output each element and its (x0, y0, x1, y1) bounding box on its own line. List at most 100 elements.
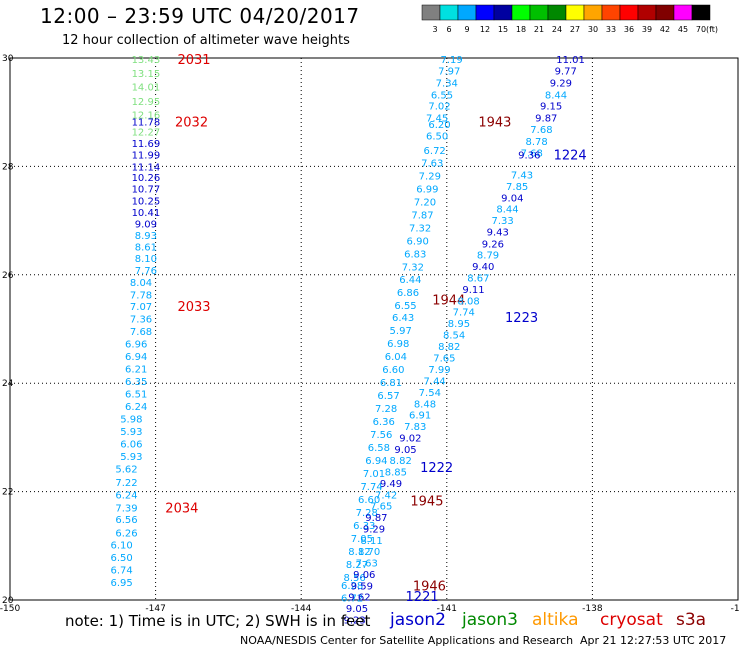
legend-jason2: jason2 (390, 610, 446, 630)
wave-height-value: 9.04 (501, 193, 523, 204)
wave-height-value: 10.26 (132, 173, 161, 184)
wave-height-value: 9.49 (380, 479, 402, 490)
wave-height-value: 9.06 (353, 570, 375, 581)
wave-height-value: 7.87 (411, 211, 433, 222)
pass-time-label: 1943 (478, 115, 511, 130)
wave-height-value: 6.28 (341, 581, 363, 592)
wave-height-value: 7.32 (402, 263, 424, 274)
wave-height-value: 10.41 (132, 208, 161, 219)
wave-height-value: 6.96 (125, 340, 147, 351)
x-tick-label: -13 (731, 604, 740, 614)
wave-height-value: 7.83 (404, 422, 426, 433)
wave-height-value: 7.33 (491, 216, 513, 227)
wave-height-value: 5.62 (115, 464, 137, 475)
legend-cryosat: cryosat (600, 610, 663, 630)
colorbar-label: 12 (480, 25, 490, 34)
wave-height-value: 7.28 (356, 508, 378, 519)
wave-height-value: 6.95 (110, 578, 132, 589)
wave-height-value: 11.01 (556, 55, 585, 66)
legend-altika: altika (532, 610, 579, 630)
y-tick-label: 20 (2, 596, 14, 606)
wave-height-value: 8.56 (343, 573, 365, 584)
wave-height-value: 13.43 (132, 55, 161, 66)
wave-height-value: 9.43 (487, 227, 509, 238)
colorbar-swatch (565, 4, 585, 21)
wave-height-value: 6.94 (365, 456, 387, 467)
y-tick-label: 28 (2, 162, 14, 172)
wave-height-value: 9.26 (482, 239, 504, 250)
colorbar-swatch (547, 4, 567, 21)
wave-height-value: 8.79 (477, 251, 499, 262)
wave-height-value: 7.45 (426, 114, 448, 125)
wave-height-value: 6.10 (110, 541, 132, 552)
colorbar-swatch (457, 4, 477, 21)
pass-time-label: 1945 (410, 494, 443, 509)
wave-height-value: 6.06 (120, 439, 142, 450)
wave-height-value: 8.70 (358, 547, 380, 558)
wave-height-value: 11.69 (132, 139, 161, 150)
wave-height-value: 8.10 (135, 254, 157, 265)
wave-height-value: 9.29 (363, 524, 385, 535)
wave-height-value: 5.93 (120, 452, 142, 463)
colorbar-label: 33 (606, 25, 616, 34)
wave-height-value: 8.93 (135, 231, 157, 242)
wave-height-value: 11.78 (132, 117, 161, 128)
wave-height-value: 7.68 (521, 148, 543, 159)
wave-height-value: 10.77 (132, 185, 161, 196)
pass-time-label: 1223 (505, 311, 538, 326)
wave-height-value: 8.11 (360, 536, 382, 547)
wave-height-value: 7.63 (356, 559, 378, 570)
colorbar-label: 39 (642, 25, 652, 34)
wave-height-value: 7.19 (441, 55, 463, 66)
wave-height-value: 6.51 (125, 389, 147, 400)
wave-height-value: 8.48 (414, 399, 436, 410)
wave-height-value: 12.16 (132, 110, 161, 121)
wave-height-value: 10.25 (132, 197, 161, 208)
wave-height-value: 9.87 (535, 114, 557, 125)
timestamp: Apr 21 12:27:53 UTC 2017 (580, 634, 727, 647)
wave-height-value: 7.20 (414, 198, 436, 209)
wave-height-value: 7.44 (424, 376, 446, 387)
wave-height-value: 8.82 (438, 342, 460, 353)
colorbar-label: 18 (516, 25, 526, 34)
colorbar-swatch (691, 4, 711, 21)
x-tick-label: -138 (582, 604, 603, 614)
wave-height-value: 6.60 (358, 495, 380, 506)
pass-time-label: 1946 (413, 579, 446, 594)
wave-height-value: 6.36 (373, 417, 395, 428)
colorbar-swatch (439, 4, 459, 21)
colorbar-label: 70 (696, 25, 706, 34)
wave-height-value: 6.81 (380, 378, 402, 389)
wave-height-value: 9.77 (555, 66, 577, 77)
wave-height-value: 8.85 (385, 468, 407, 479)
pass-time-label: 2031 (177, 53, 210, 68)
wave-height-value: 7.65 (370, 502, 392, 513)
x-tick-label: -141 (437, 604, 457, 614)
wave-height-value: 7.01 (363, 469, 385, 480)
colorbar-swatch (511, 4, 531, 21)
wave-height-value: 6.86 (397, 288, 419, 299)
wave-height-value: 6.94 (125, 352, 147, 363)
note: note: 1) Time is in UTC; 2) SWH is in fe… (65, 612, 371, 630)
y-tick-label: 26 (2, 271, 14, 281)
wave-height-value: 9.09 (135, 219, 157, 230)
wave-height-value: 8.27 (346, 560, 368, 571)
wave-height-value: 9.62 (348, 593, 370, 604)
pass-time-label: 2032 (175, 115, 208, 130)
wave-height-value: 9.29 (550, 78, 572, 89)
pass-time-label: 1222 (420, 461, 453, 476)
wave-height-value: 11.14 (132, 162, 161, 173)
wave-height-value: 7.02 (428, 102, 450, 113)
pass-time-label: 1221 (406, 590, 439, 605)
wave-height-value: 9.23 (343, 616, 365, 627)
colorbar-swatch (601, 4, 621, 21)
colorbar-label: 15 (498, 25, 508, 34)
wave-height-value: 6.83 (404, 250, 426, 261)
wave-height-value: 6.50 (426, 132, 448, 143)
wave-height-value: 6.26 (115, 528, 137, 539)
colorbar-unit: (ft) (706, 25, 718, 34)
colorbar-swatch (655, 4, 675, 21)
colorbar-swatch (583, 4, 603, 21)
wave-height-value: 12.27 (132, 128, 161, 139)
